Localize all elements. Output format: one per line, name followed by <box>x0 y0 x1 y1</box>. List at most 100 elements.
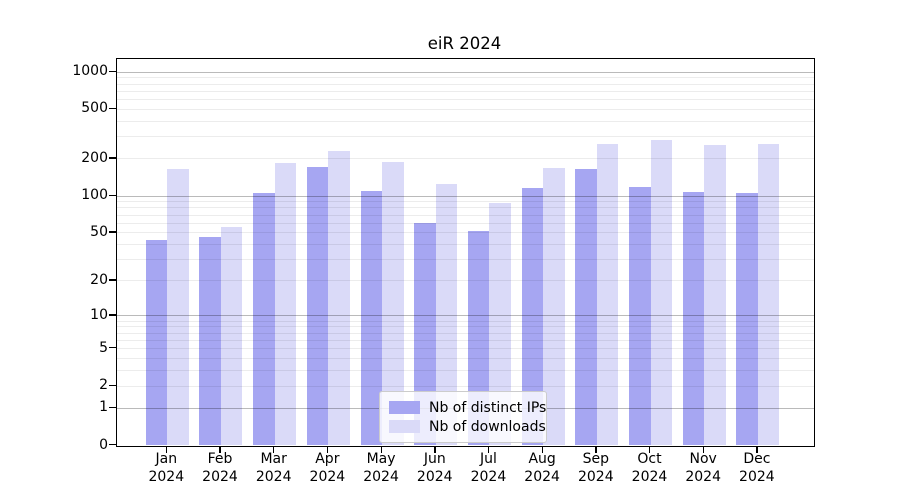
x-tick-mark <box>380 446 382 453</box>
legend-label-downloads: Nb of downloads <box>429 418 546 435</box>
x-tick-mark <box>487 446 490 453</box>
y-tick-label: 10 <box>90 306 108 323</box>
legend-swatch-downloads <box>389 420 420 433</box>
bar-nb-of-downloads-aug <box>543 167 565 446</box>
x-tick-month: Apr <box>315 451 340 467</box>
x-tick-year: 2024 <box>202 468 238 485</box>
bar-nb-of-distinct-ips-apr <box>306 166 329 446</box>
x-tick-year: 2024 <box>148 468 185 485</box>
bars-layer <box>117 59 814 446</box>
y-tick-mark <box>109 406 116 408</box>
y-tick-mark <box>109 194 116 196</box>
plot-area <box>116 58 815 447</box>
bar-nb-of-distinct-ips-aug <box>521 188 544 446</box>
x-tick-year: 2024 <box>363 468 399 485</box>
x-tick-year: 2024 <box>309 468 346 485</box>
y-tick-mark <box>109 279 116 281</box>
x-tick-month: Feb <box>207 451 233 467</box>
y-tick-label: 200 <box>81 149 108 166</box>
y-tick-label: 20 <box>90 271 108 288</box>
bar-nb-of-downloads-mar <box>274 163 297 446</box>
x-tick-mark <box>326 446 329 453</box>
bar-nb-of-downloads-sep <box>596 144 619 446</box>
y-tick-mark <box>109 444 116 446</box>
y-tick-label: 0 <box>99 436 108 453</box>
x-tick-month: Mar <box>260 451 287 467</box>
x-tick-year: 2024 <box>739 468 775 485</box>
x-tick-label-mar: Mar 2024 <box>243 451 305 486</box>
x-tick-mark <box>649 446 651 453</box>
x-tick-mark <box>756 446 758 453</box>
y-tick-label: 1 <box>99 399 108 416</box>
bar-nb-of-distinct-ips-mar <box>253 193 275 446</box>
bar-nb-of-distinct-ips-jun <box>414 223 436 446</box>
y-tick-label: 5 <box>99 339 108 356</box>
x-tick-label-dec: Dec 2024 <box>726 451 788 486</box>
x-tick-label-may: May 2024 <box>350 451 412 486</box>
y-tick-mark <box>109 231 116 233</box>
x-tick-year: 2024 <box>685 468 721 485</box>
x-tick-mark <box>273 446 275 453</box>
y-tick-label: 2 <box>99 377 108 394</box>
x-tick-year: 2024 <box>577 468 614 485</box>
bar-nb-of-distinct-ips-dec <box>736 193 758 446</box>
bar-nb-of-downloads-feb <box>220 226 243 446</box>
bar-nb-of-distinct-ips-oct <box>629 187 651 446</box>
x-tick-month: May <box>366 451 396 467</box>
x-tick-mark <box>541 446 543 453</box>
bar-nb-of-distinct-ips-feb <box>199 237 221 446</box>
x-tick-month: Aug <box>528 451 556 467</box>
y-tick-mark <box>109 157 116 159</box>
x-tick-mark <box>434 446 436 453</box>
y-tick-mark <box>109 314 116 316</box>
x-tick-month: Nov <box>689 451 717 467</box>
bar-nb-of-downloads-jul <box>489 202 511 446</box>
x-tick-label-apr: Apr 2024 <box>296 451 358 486</box>
legend-item-downloads: Nb of downloads <box>389 417 546 436</box>
y-tick-mark <box>109 384 116 386</box>
x-tick-label-nov: Nov 2024 <box>672 451 734 486</box>
x-tick-month: Jan <box>155 451 178 467</box>
bar-nb-of-downloads-nov <box>704 144 726 446</box>
x-tick-year: 2024 <box>524 468 560 485</box>
legend: Nb of distinct IPs Nb of downloads <box>379 391 547 443</box>
y-tick-label: 100 <box>81 187 108 203</box>
x-tick-label-aug: Aug 2024 <box>511 451 573 486</box>
bar-nb-of-distinct-ips-may <box>360 190 383 446</box>
x-tick-month: Dec <box>743 451 771 467</box>
x-tick-month: Oct <box>637 451 662 467</box>
x-tick-month: Sep <box>582 451 609 467</box>
legend-label-distinct-ips: Nb of distinct IPs <box>429 399 547 416</box>
x-tick-label-sep: Sep 2024 <box>565 451 627 486</box>
y-tick-label: 500 <box>81 100 108 117</box>
x-tick-month: Jul <box>479 451 497 467</box>
bar-nb-of-distinct-ips-sep <box>575 169 597 446</box>
x-tick-year: 2024 <box>470 468 507 485</box>
x-tick-label-feb: Feb 2024 <box>189 451 251 486</box>
chart-title: eiR 2024 <box>427 34 502 53</box>
y-tick-mark <box>109 107 116 110</box>
x-tick-label-jun: Jun 2024 <box>404 451 466 486</box>
x-tick-label-oct: Oct 2024 <box>619 451 681 486</box>
x-tick-mark <box>165 446 168 453</box>
bar-nb-of-downloads-may <box>382 162 404 446</box>
x-tick-label-jul: Jul 2024 <box>457 451 519 486</box>
bar-nb-of-downloads-jun <box>435 183 458 446</box>
x-tick-year: 2024 <box>255 468 292 485</box>
y-tick-mark <box>109 347 116 349</box>
x-tick-mark <box>219 446 221 453</box>
x-tick-label-jan: Jan 2024 <box>135 451 197 486</box>
bar-nb-of-downloads-dec <box>757 143 780 446</box>
legend-swatch-distinct-ips <box>389 401 420 414</box>
y-tick-label: 1000 <box>72 63 108 80</box>
x-tick-mark <box>702 446 704 453</box>
x-tick-year: 2024 <box>416 468 453 485</box>
x-tick-mark <box>595 446 597 453</box>
bar-nb-of-downloads-apr <box>328 151 350 446</box>
bar-nb-of-downloads-jan <box>167 169 189 446</box>
bar-nb-of-distinct-ips-jan <box>145 239 168 446</box>
x-tick-year: 2024 <box>631 468 668 485</box>
y-tick-label: 50 <box>90 223 108 240</box>
bar-nb-of-downloads-oct <box>650 139 672 446</box>
